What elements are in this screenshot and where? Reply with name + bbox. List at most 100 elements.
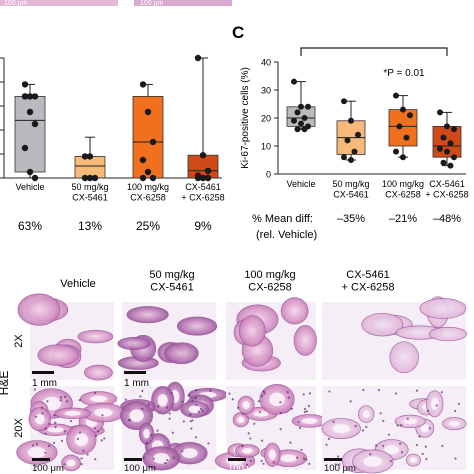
nucleus-dot xyxy=(365,425,368,429)
gland-lumen xyxy=(188,405,202,413)
nucleus-dot xyxy=(41,412,44,415)
nucleus-dot xyxy=(400,451,404,454)
left-xlabel-0: Vehicle xyxy=(15,182,44,192)
nucleus-dot xyxy=(78,398,81,402)
left-point xyxy=(26,108,34,116)
nucleus-dot xyxy=(46,400,49,403)
nucleus-dot xyxy=(379,412,382,415)
c-y-tick-label: 0 xyxy=(266,170,271,180)
nucleus-dot xyxy=(171,431,175,434)
histology-image-r0-c2 xyxy=(226,297,317,380)
gland-lumen xyxy=(448,420,460,427)
nucleus-dot xyxy=(34,415,38,418)
left-point xyxy=(144,108,152,116)
histology-row-1: 20X xyxy=(13,418,25,438)
nucleus-dot xyxy=(40,406,43,409)
c-point xyxy=(396,123,403,130)
nucleus-dot xyxy=(82,449,85,452)
nucleus-dot xyxy=(124,398,127,401)
nucleus-dot xyxy=(146,442,149,445)
c-point xyxy=(440,159,447,166)
nucleus-dot xyxy=(247,432,250,435)
nucleus-dot xyxy=(377,388,381,392)
left-point xyxy=(31,93,39,100)
nucleus-dot xyxy=(307,404,310,408)
nucleus-dot xyxy=(139,395,142,398)
c-xlabel-3: CX-5461 + CX-6258 xyxy=(425,179,468,199)
left-xlabel-3: CX-5461 + CX-6258 xyxy=(181,182,224,202)
nucleus-dot xyxy=(260,395,264,398)
left-percent-2: 25% xyxy=(136,219,160,233)
nucleus-dot xyxy=(59,396,63,399)
tissue-region xyxy=(176,316,218,336)
nucleus-dot xyxy=(418,435,421,438)
scalebar-100um-label-0: 100 μm xyxy=(32,463,64,474)
scalebar-100um-label-2: 100 μm xyxy=(228,463,260,474)
histology-image-r1-c3 xyxy=(321,386,467,474)
gland-lumen xyxy=(94,408,113,417)
nucleus-dot xyxy=(181,450,184,453)
nucleus-dot xyxy=(63,463,66,466)
c-point xyxy=(291,117,297,124)
gland-lumen xyxy=(66,459,76,467)
nucleus-dot xyxy=(296,456,299,459)
left-box xyxy=(74,155,106,179)
scalebar-1mm-label-1: 1 mm xyxy=(124,378,149,389)
c-point xyxy=(400,154,406,161)
nucleus-dot xyxy=(389,460,392,463)
nucleus-dot xyxy=(424,445,427,448)
nucleus-dot xyxy=(369,453,372,456)
nucleus-dot xyxy=(194,436,198,439)
left-point xyxy=(81,153,89,160)
significance-bracket xyxy=(300,47,448,56)
nucleus-dot xyxy=(303,407,307,410)
nucleus-dot xyxy=(396,424,399,427)
nucleus-dot xyxy=(421,452,424,455)
nucleus-dot xyxy=(101,414,104,417)
nucleus-dot xyxy=(141,389,144,392)
tissue-region xyxy=(389,341,419,374)
gland-lumen xyxy=(301,418,318,424)
nucleus-dot xyxy=(415,443,419,447)
c-xlabel-2: 100 mg/kg CX-6258 xyxy=(382,179,424,199)
gland-lumen xyxy=(34,413,45,425)
nucleus-dot xyxy=(334,463,337,466)
nucleus-dot xyxy=(63,430,67,433)
nucleus-dot xyxy=(189,420,192,423)
nucleus-dot xyxy=(168,417,171,420)
nucleus-dot xyxy=(141,407,144,411)
c-point xyxy=(348,117,354,124)
c-point xyxy=(301,126,308,133)
nucleus-dot xyxy=(69,419,73,423)
top-scalebar-label-1: 100 μm xyxy=(4,0,28,7)
left-point xyxy=(194,54,202,62)
c-point xyxy=(393,92,399,99)
c-point xyxy=(440,134,447,141)
nucleus-dot xyxy=(128,418,131,421)
nucleus-dot xyxy=(426,409,430,412)
chart-c: Ki-67-positive cells (%) 0 10 20 30 40 *P = … xyxy=(240,47,469,241)
nucleus-dot xyxy=(253,422,256,425)
nucleus-dot xyxy=(400,424,403,427)
nucleus-dot xyxy=(249,459,252,463)
nucleus-dot xyxy=(48,422,51,425)
left-point xyxy=(139,156,147,164)
tissue-region xyxy=(117,337,151,350)
nucleus-dot xyxy=(387,433,391,436)
tissue-region xyxy=(238,315,266,347)
left-point xyxy=(194,174,202,182)
nucleus-dot xyxy=(382,419,385,423)
gland-lumen xyxy=(269,392,285,407)
left-point xyxy=(139,81,147,88)
histology-image-r0-c3 xyxy=(322,296,467,380)
nucleus-dot xyxy=(187,394,190,397)
left-box xyxy=(132,96,164,179)
nucleus-dot xyxy=(150,434,153,437)
nucleus-dot xyxy=(172,456,175,459)
top-image-strip: 100 μm 100 μm xyxy=(0,0,232,7)
c-xlabel-0: Vehicle xyxy=(286,179,315,189)
nucleus-dot xyxy=(60,439,64,442)
nucleus-dot xyxy=(305,458,308,461)
nucleus-dot xyxy=(147,403,151,406)
c-point xyxy=(437,109,443,116)
